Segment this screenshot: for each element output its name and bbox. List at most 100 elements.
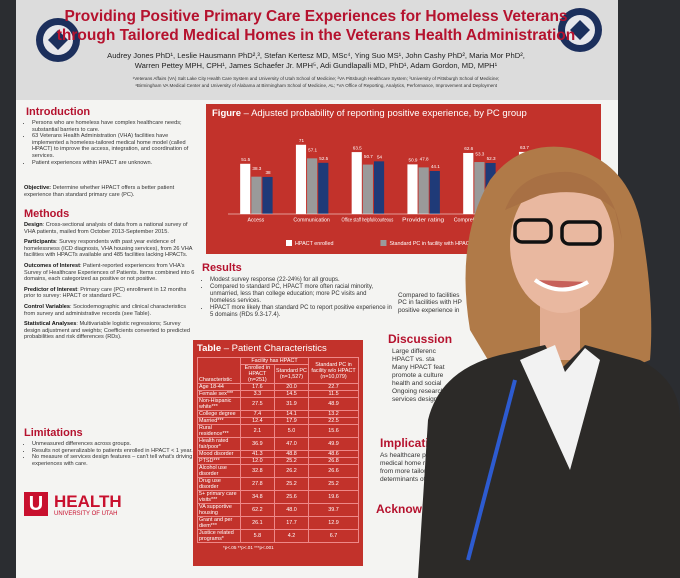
bar xyxy=(307,158,318,214)
section-heading: Introduction xyxy=(26,106,91,118)
legend-swatch xyxy=(286,240,292,246)
table-row: VA supportive housing 62.2 48.0 39.7 xyxy=(197,503,359,517)
value-label: 53.3 xyxy=(475,151,484,156)
bar xyxy=(295,144,307,214)
implications-list: As healthcare pr medical home re from more… xyxy=(380,452,460,484)
value-label: 38 xyxy=(265,170,271,175)
value-label: 71 xyxy=(299,138,305,143)
va-seal-left xyxy=(36,18,80,62)
text-line: Large differenc xyxy=(392,348,436,355)
legend-swatch xyxy=(380,240,387,246)
text-line: As healthcare pr xyxy=(380,452,429,459)
method-label: Participants xyxy=(24,239,57,246)
method-label: Outcomes of Interest xyxy=(24,262,80,269)
text-line: Compared to facilities xyxy=(398,292,460,299)
bullet: Patient experiences within HPACT are unk… xyxy=(32,160,194,167)
bullet-list: Persons who are homeless have complex he… xyxy=(24,120,194,166)
bar xyxy=(463,152,474,214)
table-row: Justice related programs* 5.8 4.2 6.7 xyxy=(197,529,359,543)
section-heading: Limitations xyxy=(24,427,83,439)
bar xyxy=(240,163,251,214)
bar xyxy=(318,162,329,214)
text-line: positive experience in xyxy=(398,306,460,314)
figure-title-text: – Adjusted probability of reporting posi… xyxy=(241,108,527,119)
objective-text: Determine whether HPACT offers a better … xyxy=(24,185,175,198)
bullet: No measure of services design features –… xyxy=(32,454,194,467)
value-label: 50.9 xyxy=(409,158,418,163)
method-text: : Sociodemographic and clinical characte… xyxy=(24,303,186,317)
bar xyxy=(429,171,440,214)
authors-line: Audrey Jones PhD¹, Leslie Hausmann PhD²,… xyxy=(107,51,525,60)
bar xyxy=(351,152,362,214)
discussion-list: Large differenc HPACT vs. sta Many HPACT f… xyxy=(392,348,472,404)
glasses xyxy=(513,218,553,244)
bullet: HPACT more likely than standard PC to re… xyxy=(210,305,392,319)
value-label: 52.5 xyxy=(319,156,328,161)
method-text: : Patient-reported experiences from VHA'… xyxy=(24,262,195,283)
table-panel: Table – Patient Characteristics Characte… xyxy=(193,340,363,566)
value-label: 38.3 xyxy=(252,166,261,171)
bullet: Compared to standard PC, HPACT more ofte… xyxy=(210,284,392,305)
methods-list: Design: Cross-sectional analysis of data… xyxy=(24,222,196,345)
table-cell: 5.0 xyxy=(273,424,310,438)
bullet: Results not generalizable to patients en… xyxy=(32,448,194,455)
category-label: Provider rating xyxy=(402,217,444,223)
value-label: 54 xyxy=(377,155,383,160)
poster-header xyxy=(16,0,618,100)
method-label: Design xyxy=(24,222,43,228)
category-label: Access xyxy=(247,217,264,223)
title-line: Providing Positive Primary Care Experien… xyxy=(64,8,568,25)
bullet-list: Unmeasured differences across groups.Res… xyxy=(24,441,194,467)
bar xyxy=(362,164,373,214)
section-heading: Results xyxy=(202,262,242,274)
method-item: Design: Cross-sectional analysis of data… xyxy=(24,222,196,235)
bar xyxy=(262,176,273,214)
affiliation-line: ⁴Birmingham VA Medical Center and Univer… xyxy=(134,83,498,88)
limitations-list: Unmeasured differences across groups.Res… xyxy=(24,441,194,467)
bar xyxy=(373,161,385,214)
value-label: 51.5 xyxy=(241,157,250,162)
jacket xyxy=(418,345,680,578)
method-item: Outcomes of Interest: Patient-reported e… xyxy=(24,263,196,283)
method-item: Control Variables: Sociodemographic and … xyxy=(24,304,196,317)
method-item: Participants: Survey respondents with pa… xyxy=(24,239,196,259)
table-cell: 4.2 xyxy=(273,529,310,543)
bar xyxy=(251,176,262,214)
legend-label: Standard PC in facility with HPACT xyxy=(389,241,473,247)
value-label: 63.5 xyxy=(353,145,362,150)
bullet: 63 Veterans Health Administration (VHA) … xyxy=(32,133,194,159)
text-line: medical home re xyxy=(380,460,429,467)
glasses xyxy=(560,220,602,246)
table-title-text: – Patient Characteristics xyxy=(221,343,327,354)
bar xyxy=(418,167,429,214)
legend-label: HPACT enrolled xyxy=(295,241,333,247)
bullet-list: Modest survey response (22-24%) for all … xyxy=(202,277,392,319)
header-row: Characteristic Facility has HPACT Standard… xyxy=(197,357,359,384)
text-line: Ongoing research xyxy=(392,388,445,395)
text-line: Many HPACT feat xyxy=(392,364,445,371)
table-row: Drug use disorder 27.8 25.2 25.2 xyxy=(197,477,359,491)
table-footnote: *p<.05 **p<.01 ***p<.001 xyxy=(223,545,274,550)
authors-line: Warren Pettey MPH, CPH¹, James Schaefer … xyxy=(134,61,498,70)
section-heading: Discussion xyxy=(388,332,453,346)
text-line: from more tailored xyxy=(380,468,434,475)
header-row: Enrolled in HPACT (n=251) Standard PC (n=… xyxy=(198,364,359,384)
objective: Objective: Determine whether HPACT offer… xyxy=(24,185,194,198)
figure-label: Figure xyxy=(212,108,242,119)
method-item: Statistical Analyses: Multivariable logi… xyxy=(24,321,196,341)
shirt xyxy=(520,345,600,470)
value-label: 52.3 xyxy=(487,156,496,161)
affiliation-line: ¹Veterans Affairs (VA) Salt Lake City He… xyxy=(132,76,500,81)
table-cell: VA supportive housing xyxy=(197,503,241,517)
method-text: : Survey respondents with past year evid… xyxy=(24,239,193,259)
table-title: Table – Patient Characteristics xyxy=(197,343,359,354)
bullet: Persons who are homeless have complex he… xyxy=(32,120,194,133)
section-heading: Methods xyxy=(24,208,70,220)
intro-list: Persons who are homeless have complex he… xyxy=(24,120,194,166)
results-right: Compared to facilities PC in facilities w… xyxy=(398,292,518,314)
bullet: Modest survey response (22-24%) for all … xyxy=(210,277,392,284)
text-line: PC in facilities with HP xyxy=(398,299,462,307)
